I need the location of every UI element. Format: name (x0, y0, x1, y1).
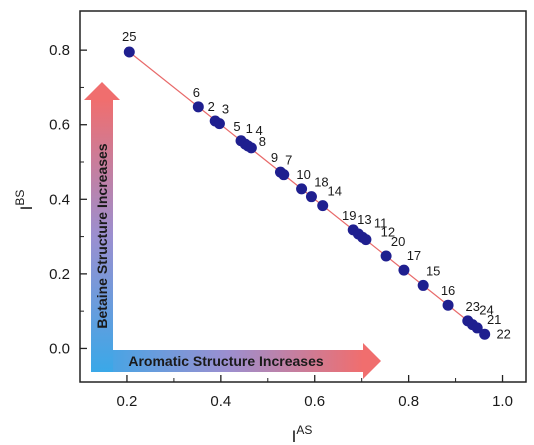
point-label-12: 12 (381, 225, 395, 240)
point-label-9: 9 (271, 150, 278, 165)
point-label-21: 21 (487, 312, 501, 327)
x-tick-label: 0.4 (210, 393, 231, 410)
x-axis-ticks: 0.2 0.4 0.6 0.8 1.0 (117, 375, 513, 410)
data-point-3 (213, 118, 225, 130)
data-point-21 (471, 322, 483, 334)
point-label-2: 2 (208, 99, 215, 114)
x-tick-label: 0.2 (117, 393, 138, 410)
x-tick-label: 0.8 (398, 393, 419, 410)
y-axis-ticks: 0.0 0.2 0.4 0.6 0.8 (49, 42, 87, 357)
point-label-8: 8 (259, 134, 266, 149)
point-label-1: 1 (246, 121, 253, 136)
point-label-22: 22 (496, 326, 510, 341)
y-tick-label: 0.6 (49, 117, 70, 134)
point-label-11: 11 (374, 215, 388, 230)
horizontal-arrow-label: Aromatic Structure Increases (128, 353, 324, 369)
data-point-22 (479, 328, 491, 340)
y-axis-title: IBS (13, 190, 36, 211)
vertical-arrow-label: Betaine Structure Increases (94, 143, 110, 328)
point-label-7: 7 (285, 153, 292, 168)
point-label-20: 20 (391, 234, 405, 249)
point-label-16: 16 (441, 283, 455, 298)
data-point-25 (123, 46, 135, 58)
point-label-25: 25 (122, 29, 136, 44)
data-point-16 (442, 299, 454, 311)
point-label-3: 3 (222, 102, 229, 117)
y-tick-label: 0.2 (49, 266, 70, 283)
point-label-4: 4 (255, 123, 262, 138)
data-point-12 (360, 234, 372, 246)
x-tick-label: 0.6 (304, 393, 325, 410)
x-tick-label: 1.0 (492, 393, 513, 410)
data-point-15 (417, 279, 429, 291)
data-point-8 (245, 142, 257, 154)
data-point-18 (305, 191, 317, 203)
point-label-23: 23 (466, 299, 480, 314)
point-label-15: 15 (426, 263, 440, 278)
point-label-5: 5 (233, 119, 240, 134)
y-tick-label: 0.0 (49, 340, 70, 357)
data-points (123, 46, 491, 340)
point-label-19: 19 (342, 208, 356, 223)
point-label-17: 17 (407, 248, 421, 263)
point-label-6: 6 (193, 85, 200, 100)
horizontal-arrow: Aromatic Structure Increases (91, 343, 381, 379)
y-tick-label: 0.4 (49, 191, 70, 208)
point-label-18: 18 (314, 175, 328, 190)
fit-line (128, 51, 485, 334)
x-axis-title: IAS (292, 423, 313, 445)
vertical-arrow: Betaine Structure Increases (84, 82, 120, 372)
point-label-10: 10 (296, 167, 310, 182)
data-point-17 (398, 264, 410, 276)
data-point-20 (380, 250, 392, 262)
data-point-6 (192, 101, 204, 113)
plot-frame (79, 10, 527, 383)
y-tick-label: 0.8 (49, 42, 70, 59)
data-point-7 (278, 169, 290, 181)
point-label-14: 14 (327, 184, 341, 199)
point-label-24: 24 (479, 303, 493, 318)
data-point-10 (296, 183, 308, 195)
point-label-13: 13 (357, 212, 371, 227)
data-point-14 (317, 200, 329, 212)
